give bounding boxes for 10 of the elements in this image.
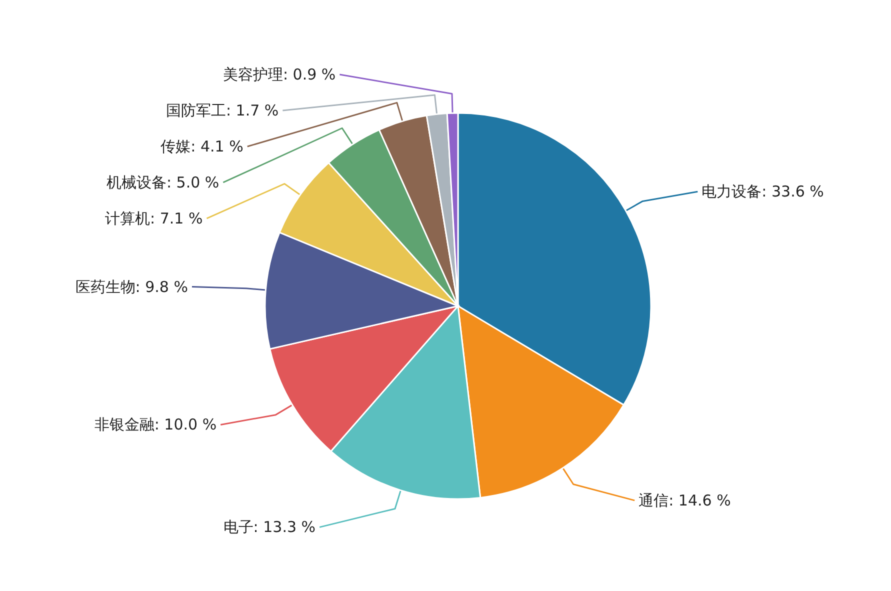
slice-label: 电子: 13.3 % (223, 518, 316, 536)
slice-label: 非银金融: 10.0 % (94, 416, 217, 434)
slice-label: 美容护理: 0.9 % (222, 65, 336, 84)
slice-label: 电力设备: 33.6 % (702, 182, 824, 201)
slice-label: 通信: 14.6 % (638, 491, 731, 510)
slice-label: 计算机: 7.1 % (105, 209, 203, 228)
slice-label: 医药生物: 9.8 % (75, 278, 188, 296)
slice-label: 国防军工: 1.7 % (166, 101, 279, 120)
slice-label: 传媒: 4.1 % (160, 137, 244, 156)
slice-label: 机械设备: 5.0 % (106, 173, 220, 192)
